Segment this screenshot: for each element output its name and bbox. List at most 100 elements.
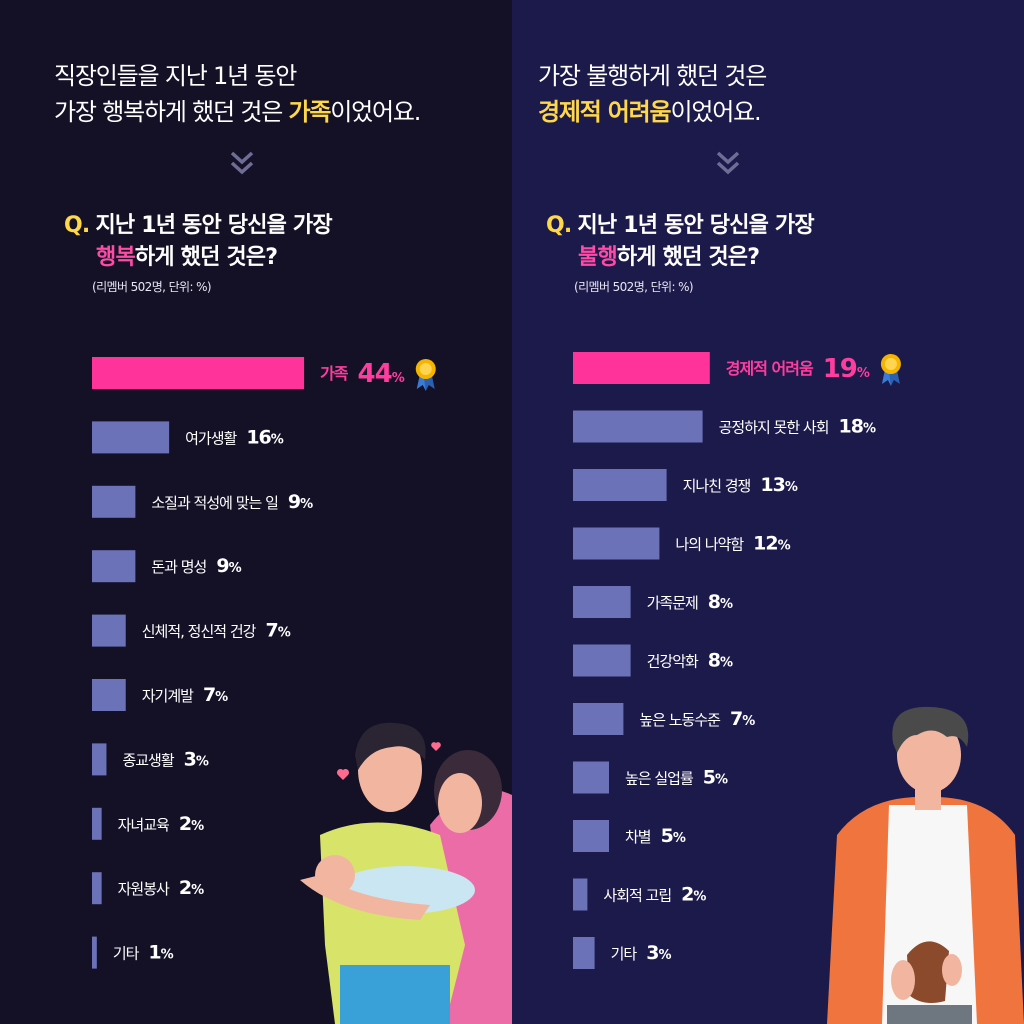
left-value-label-3: 9%	[216, 555, 241, 577]
right-category-label-9: 사회적 고립	[603, 887, 671, 905]
left-note: (리멤버 502명, 단위: %)	[92, 280, 212, 294]
left-bar-5	[92, 679, 126, 711]
left-value-label-6: 3%	[184, 748, 209, 770]
left-value-number-6: 3	[184, 748, 196, 770]
left-bar-0	[92, 357, 305, 389]
right-bar-9	[573, 878, 588, 911]
left-category-label-4: 신체적, 정신적 건강	[142, 623, 257, 641]
right-question-line1: 지난 1년 동안 당신을 가장	[577, 213, 814, 238]
left-value-label-4: 7%	[265, 620, 290, 642]
left-value-label-1: 16%	[246, 426, 283, 448]
right-value-label-4: 8%	[708, 591, 733, 613]
right-value-number-5: 8	[708, 650, 721, 672]
left-value-unit-1: %	[271, 432, 284, 447]
right-headline-line1: 가장 불행하게 했던 것은	[538, 62, 767, 90]
left-category-label-7: 자녀교육	[118, 816, 169, 834]
left-value-unit-0: %	[392, 371, 405, 386]
left-question-q: Q.	[64, 213, 90, 238]
left-value-number-9: 1	[148, 942, 160, 964]
right-category-label-4: 가족문제	[647, 594, 698, 612]
left-value-number-0: 44	[358, 359, 392, 389]
right-category-label-10: 기타	[611, 945, 638, 963]
left-bar-6	[92, 743, 107, 776]
right-bar-5	[573, 644, 631, 677]
family-illustration	[300, 722, 512, 1024]
right-headline-line2-suffix: 이었어요.	[670, 98, 761, 126]
right-panel: 가장 불행하게 했던 것은 경제적 어려움이었어요. Q. 지난 1년 동안 당신…	[512, 0, 1024, 1024]
right-value-unit-3: %	[778, 539, 791, 554]
right-value-number-9: 2	[681, 884, 693, 906]
right-bar-1	[573, 410, 703, 443]
right-value-number-4: 8	[708, 591, 721, 613]
right-value-label-2: 13%	[760, 474, 797, 496]
right-value-label-6: 7%	[730, 708, 755, 730]
right-value-label-9: 2%	[681, 884, 706, 906]
left-headline: 직장인들을 지난 1년 동안 가장 행복하게 했던 것은 가족이었어요.	[54, 58, 421, 130]
left-value-label-2: 9%	[288, 491, 313, 513]
left-category-label-2: 소질과 적성에 맞는 일	[151, 494, 278, 512]
left-value-label-5: 7%	[203, 684, 228, 706]
right-value-label-1: 18%	[839, 416, 876, 438]
man-wallet-illustration	[827, 706, 1024, 1024]
right-question-line2-suffix: 하게 했던 것은?	[616, 245, 760, 270]
left-value-unit-2: %	[300, 497, 313, 512]
left-category-label-6: 종교생활	[122, 751, 174, 769]
medal-icon	[880, 354, 901, 386]
right-question-highlight: 불행	[578, 245, 618, 270]
left-headline-line1: 직장인들을 지난 1년 동안	[54, 62, 297, 90]
left-category-label-5: 자기계발	[142, 687, 194, 705]
left-value-unit-6: %	[196, 754, 209, 769]
right-value-unit-6: %	[742, 714, 755, 729]
right-category-label-0: 경제적 어려움	[726, 359, 814, 378]
left-value-label-7: 2%	[179, 813, 204, 835]
right-value-label-8: 5%	[661, 825, 686, 847]
medal-icon	[415, 359, 436, 391]
right-bar-0	[573, 352, 710, 384]
left-value-unit-5: %	[215, 690, 228, 705]
left-value-unit-8: %	[191, 883, 204, 898]
left-headline-line2-suffix: 이었어요.	[330, 98, 421, 126]
left-question-highlight: 행복	[96, 245, 136, 270]
right-category-label-5: 건강악화	[647, 653, 699, 671]
left-value-number-5: 7	[203, 684, 215, 706]
right-value-unit-10: %	[658, 948, 671, 963]
left-bar-chart: 가족 44% 여가생활 16% 소질과 적성에 맞는 일 9% 돈과 명성 9% 신체적, 정신…	[92, 357, 436, 969]
right-value-number-6: 7	[730, 708, 742, 730]
left-bar-2	[92, 485, 136, 518]
right-bar-10	[573, 937, 595, 969]
right-bar-chart: 경제적 어려움 19% 공정하지 못한 사회 18% 지나친 경쟁 13% 나의 나약함 12…	[573, 352, 901, 969]
right-value-label-5: 8%	[708, 650, 733, 672]
right-value-label-7: 5%	[703, 767, 728, 789]
right-headline-highlight: 경제적 어려움	[538, 98, 672, 126]
chevron-down-icon	[716, 151, 740, 175]
left-question-line2-suffix: 하게 했던 것은?	[134, 245, 278, 270]
left-value-unit-7: %	[191, 819, 204, 834]
left-value-unit-4: %	[278, 626, 291, 641]
left-category-label-3: 돈과 명성	[151, 558, 206, 576]
right-bar-4	[573, 586, 631, 618]
right-value-unit-9: %	[693, 890, 706, 905]
right-bar-6	[573, 703, 624, 735]
right-value-label-3: 12%	[753, 533, 790, 555]
right-value-number-10: 3	[646, 942, 658, 964]
right-value-unit-8: %	[673, 831, 686, 846]
left-bar-9	[92, 936, 97, 969]
right-value-number-3: 12	[753, 533, 777, 555]
right-value-label-10: 3%	[646, 942, 671, 964]
left-value-label-9: 1%	[148, 942, 173, 964]
right-value-unit-0: %	[857, 366, 870, 381]
left-bar-7	[92, 807, 102, 840]
left-value-number-4: 7	[265, 620, 277, 642]
left-value-unit-9: %	[161, 948, 174, 963]
right-category-label-1: 공정하지 못한 사회	[719, 419, 829, 437]
right-value-unit-1: %	[863, 422, 876, 437]
chevron-down-icon	[230, 151, 254, 175]
right-value-number-8: 5	[661, 825, 673, 847]
right-value-number-2: 13	[760, 474, 784, 496]
left-headline-line2-prefix: 가장 행복하게 했던 것은	[54, 98, 289, 126]
left-value-unit-3: %	[229, 561, 242, 576]
right-bar-2	[573, 469, 667, 501]
right-question: Q. 지난 1년 동안 당신을 가장 불행하게 했던 것은?	[546, 210, 815, 274]
left-bar-4	[92, 614, 126, 647]
left-question: Q. 지난 1년 동안 당신을 가장 행복하게 했던 것은?	[64, 210, 333, 274]
